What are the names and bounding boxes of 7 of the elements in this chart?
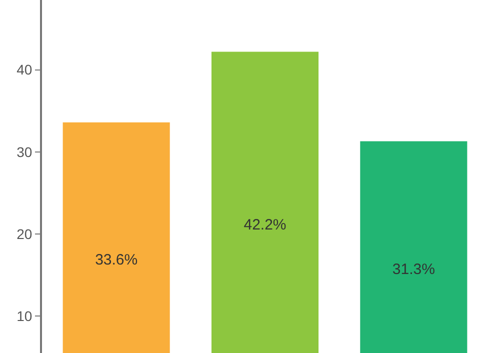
y-tick-label: 20 — [16, 226, 32, 242]
data-label: 31.3% — [392, 261, 435, 278]
y-tick-label: 10 — [16, 308, 32, 324]
data-label: 33.6% — [95, 252, 138, 269]
data-label: 42.2% — [244, 216, 286, 234]
y-tick-label: 30 — [16, 144, 32, 160]
y-tick-label: 40 — [16, 62, 32, 78]
